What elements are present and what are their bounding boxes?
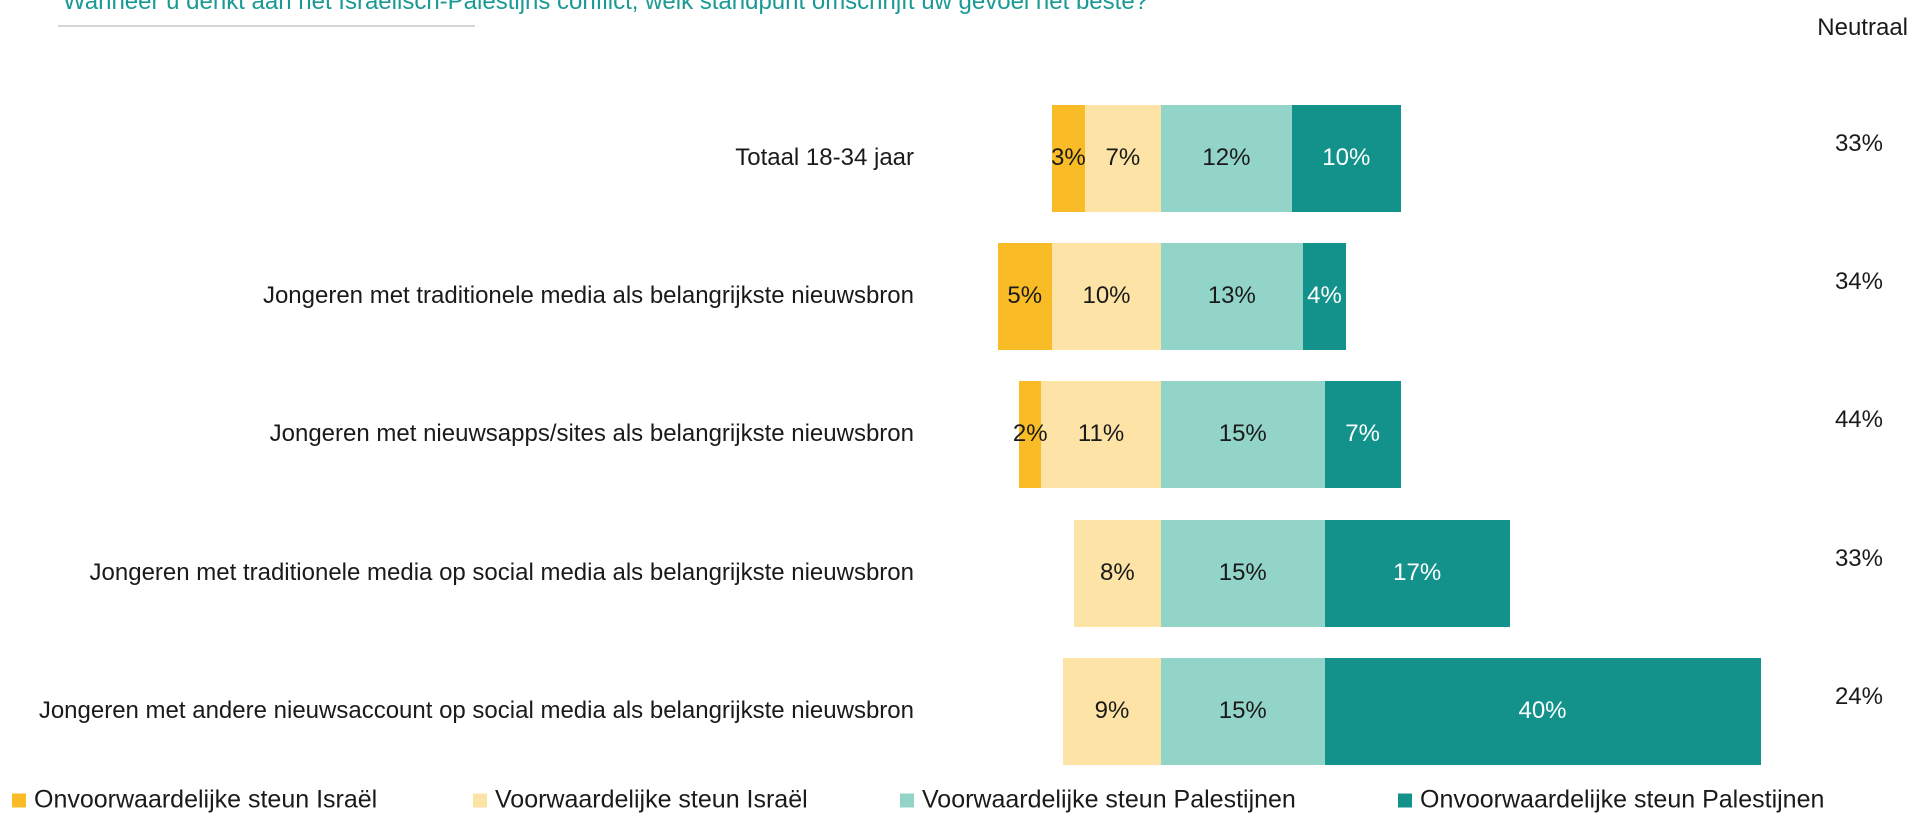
legend-item: Onvoorwaardelijke steun Palestijnen	[1398, 786, 1824, 815]
value-label: 4%	[1307, 282, 1342, 309]
bar-segment	[1019, 380, 1042, 488]
bar-segment	[1161, 380, 1325, 488]
bar-segment	[1161, 242, 1303, 350]
value-label: 11%	[1077, 420, 1125, 447]
bar-segment	[1084, 104, 1161, 212]
category-label: Jongeren met nieuwsapps/sites als belang…	[269, 420, 914, 447]
legend-swatch	[473, 793, 487, 807]
neutral-value: 33%	[1834, 545, 1883, 572]
category-label: Totaal 18-34 jaar	[735, 144, 914, 171]
bar-segment	[1161, 657, 1325, 765]
legend-swatch	[12, 793, 26, 807]
legend-label: Voorwaardelijke steun Palestijnen	[922, 785, 1296, 814]
bar-segment	[1073, 519, 1161, 627]
bar-segment	[1052, 242, 1161, 350]
bar-segment	[1041, 380, 1161, 488]
legend-item: Onvoorwaardelijke steun Israël	[12, 786, 377, 815]
bar-segment	[1291, 104, 1401, 212]
neutral-value: 24%	[1834, 683, 1883, 710]
value-label: 7%	[1345, 420, 1380, 447]
legend-item: Voorwaardelijke steun Israël	[473, 786, 808, 815]
value-label: 15%	[1218, 420, 1267, 447]
title-rule	[58, 25, 475, 27]
bar-segment	[1052, 104, 1085, 212]
chart-title: Wanneer u denkt aan het Israëlisch-Pales…	[63, 0, 1149, 15]
legend-label: Onvoorwaardelijke steun Israël	[34, 785, 378, 814]
category-label: Jongeren met andere nieuwsaccount op soc…	[38, 697, 914, 724]
value-label: 3%	[1051, 144, 1086, 171]
bar-segment	[1302, 242, 1347, 350]
neutral-value: 44%	[1834, 406, 1883, 433]
value-label: 8%	[1100, 559, 1135, 586]
value-label: 2%	[1012, 420, 1048, 447]
value-label: 15%	[1218, 697, 1267, 724]
legend-swatch	[1398, 793, 1412, 807]
value-label: 15%	[1218, 559, 1267, 586]
bar-segment	[997, 242, 1052, 350]
bar-segment	[1324, 380, 1401, 488]
value-label: 7%	[1105, 144, 1141, 171]
value-label: 10%	[1322, 144, 1371, 171]
legend-swatch	[900, 793, 914, 807]
neutral-value: 33%	[1834, 130, 1883, 157]
value-label: 9%	[1094, 697, 1130, 724]
legend-item: Voorwaardelijke steun Palestijnen	[900, 786, 1296, 815]
bar-segment	[1324, 657, 1761, 765]
category-label: Jongeren met traditionele media als bela…	[262, 282, 914, 309]
bar-segment	[1062, 657, 1161, 765]
value-label: 5%	[1007, 282, 1043, 309]
bar-segment	[1324, 519, 1510, 627]
value-label: 10%	[1082, 282, 1131, 309]
bar-segment	[1161, 104, 1292, 212]
category-label: Jongeren met traditionele media op socia…	[89, 559, 914, 586]
neutral-header: Neutraal	[1817, 14, 1908, 41]
legend-label: Onvoorwaardelijke steun Palestijnen	[1420, 785, 1825, 814]
value-label: 13%	[1207, 282, 1256, 309]
value-label: 17%	[1393, 559, 1442, 586]
bar-segment	[1161, 519, 1325, 627]
neutral-value: 34%	[1834, 268, 1883, 295]
value-label: 40%	[1518, 697, 1567, 724]
value-label: 12%	[1202, 144, 1251, 171]
legend-label: Voorwaardelijke steun Israël	[495, 785, 808, 814]
